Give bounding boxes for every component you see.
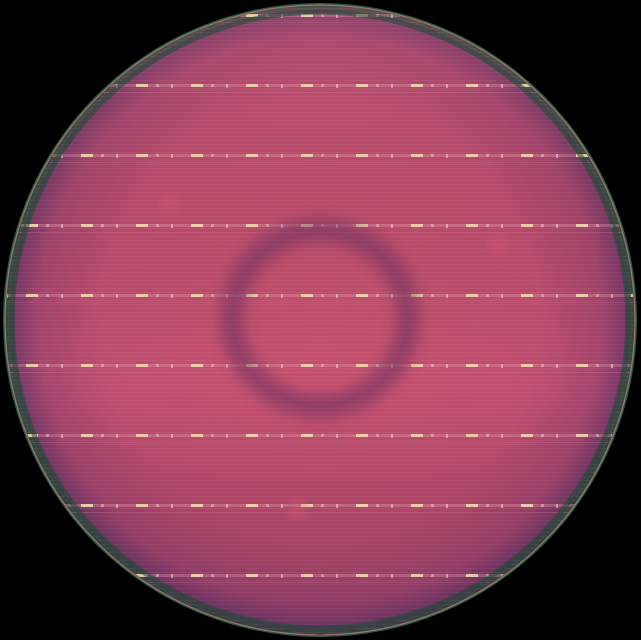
edge-band <box>9 9 631 631</box>
notch <box>316 634 324 637</box>
spot <box>162 195 178 211</box>
dark-ring <box>221 219 419 417</box>
spot <box>290 502 306 518</box>
spot <box>490 238 506 254</box>
